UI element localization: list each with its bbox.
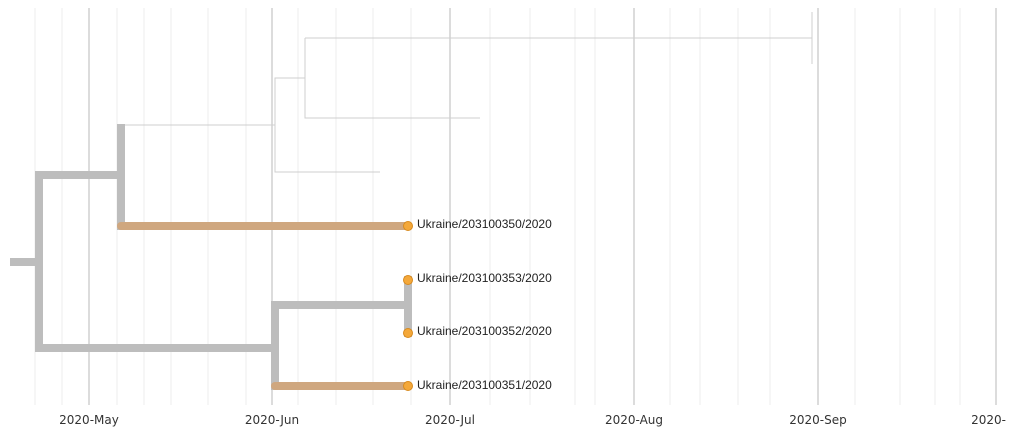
axis-tick-label: 2020-Jul <box>425 413 475 427</box>
axis-tick-label: 2020- <box>971 413 1006 427</box>
axis-tick-label: 2020-Jun <box>245 413 299 427</box>
tip-node[interactable] <box>403 275 413 285</box>
axis-tick-label: 2020-Aug <box>605 413 663 427</box>
tips <box>403 221 413 391</box>
tip-label[interactable]: Ukraine/203100352/2020 <box>417 324 552 338</box>
highlighted-branches <box>117 222 412 390</box>
axis-tick-label: 2020-Sep <box>789 413 847 427</box>
tip-label[interactable]: Ukraine/203100351/2020 <box>417 378 552 392</box>
tip-node[interactable] <box>403 328 413 338</box>
tip-node[interactable] <box>403 221 413 231</box>
tip-labels: Ukraine/203100350/2020 Ukraine/203100353… <box>417 217 552 392</box>
context-branches <box>121 12 813 173</box>
tip-label[interactable]: Ukraine/203100350/2020 <box>417 217 552 231</box>
time-axis: 2020-May 2020-Jun 2020-Jul 2020-Aug 2020… <box>59 413 1006 427</box>
axis-tick-label: 2020-May <box>59 413 119 427</box>
tip-node[interactable] <box>403 381 413 391</box>
tree-branches <box>10 124 412 390</box>
minor-gridlines <box>34 8 961 405</box>
tip-label[interactable]: Ukraine/203100353/2020 <box>417 271 552 285</box>
